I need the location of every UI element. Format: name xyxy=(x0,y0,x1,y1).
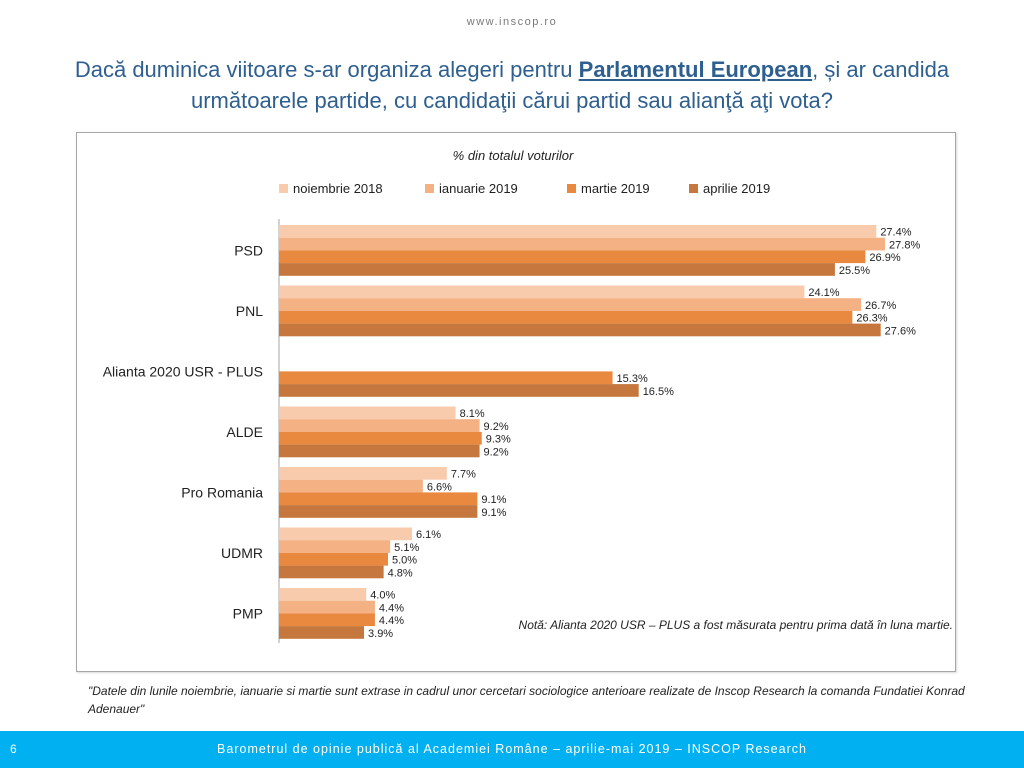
category-label: Alianta 2020 USR - PLUS xyxy=(103,363,263,379)
data-label: 8.1% xyxy=(460,408,485,420)
data-label: 27.4% xyxy=(880,227,911,239)
bar xyxy=(279,225,877,238)
chart-subtitle: % din totalul voturilor xyxy=(453,148,574,163)
bar xyxy=(279,371,613,385)
bar xyxy=(279,285,805,299)
legend-swatch xyxy=(425,184,434,193)
bar xyxy=(279,298,862,311)
bar xyxy=(279,250,866,264)
title-part1: Dacă duminica viitoare s-ar organiza ale… xyxy=(74,57,579,82)
data-label: 9.3% xyxy=(486,434,511,446)
data-label: 15.3% xyxy=(617,373,648,385)
data-label: 7.7% xyxy=(451,469,476,481)
bar xyxy=(279,323,881,337)
bar xyxy=(279,540,391,553)
data-label: 9.1% xyxy=(481,494,506,506)
footnote: "Datele din lunile noiembrie, ianuarie s… xyxy=(88,684,965,716)
title-part2: , și ar candida următoarele partide, cu … xyxy=(190,57,950,113)
data-label: 26.9% xyxy=(869,252,900,264)
legend-swatch xyxy=(689,184,698,193)
bar xyxy=(279,431,482,445)
data-label: 26.7% xyxy=(865,300,896,312)
chart-frame: % din totalul voturilor noiembrie 2018 ian… xyxy=(76,132,956,672)
data-label: 9.2% xyxy=(484,421,509,433)
data-label: 24.1% xyxy=(808,287,839,299)
bar xyxy=(279,263,835,276)
data-label: 3.9% xyxy=(368,628,393,640)
legend-label: noiembrie 2018 xyxy=(293,181,383,196)
category-label: ALDE xyxy=(226,424,263,440)
bar xyxy=(279,492,478,506)
category-label: PNL xyxy=(236,303,263,319)
data-label: 6.6% xyxy=(427,481,452,493)
data-label: 4.4% xyxy=(379,615,404,627)
data-label: 6.1% xyxy=(416,529,441,541)
data-label: 27.6% xyxy=(885,325,916,337)
title-emphasis: Parlamentul European xyxy=(578,57,813,82)
data-label: 4.8% xyxy=(388,567,413,579)
bar xyxy=(279,565,384,579)
data-label: 9.2% xyxy=(484,446,509,458)
bar xyxy=(279,444,480,458)
bar xyxy=(279,600,375,614)
bar xyxy=(279,479,423,493)
bar xyxy=(279,613,375,627)
bar xyxy=(279,467,447,480)
data-label: 4.0% xyxy=(370,590,395,602)
bar-chart: % din totalul voturilor noiembrie 2018 ian… xyxy=(103,148,953,643)
bar xyxy=(279,237,886,251)
category-label: PSD xyxy=(234,242,263,258)
data-label: 26.3% xyxy=(856,313,887,325)
bar xyxy=(279,527,412,541)
footer-bar: 6 Barometrul de opinie publică al Academ… xyxy=(0,731,1024,768)
legend-swatch xyxy=(567,184,576,193)
bar xyxy=(279,406,456,420)
page-number: 6 xyxy=(10,742,17,756)
bar xyxy=(279,505,478,518)
footer-text: Barometrul de opinie publică al Academie… xyxy=(217,742,807,756)
category-label: Pro Romania xyxy=(181,484,263,500)
chart-note: Notă: Alianta 2020 USR – PLUS a fost măs… xyxy=(519,618,953,632)
legend-label: aprilie 2019 xyxy=(703,181,770,196)
legend-swatch xyxy=(279,184,288,193)
data-label: 27.8% xyxy=(889,239,920,251)
bar xyxy=(279,552,388,566)
data-label: 5.1% xyxy=(394,542,419,554)
legend-label: ianuarie 2019 xyxy=(439,181,518,196)
data-label: 9.1% xyxy=(481,507,506,519)
data-label: 5.0% xyxy=(392,555,417,567)
bar xyxy=(279,384,639,397)
data-label: 25.5% xyxy=(839,265,870,277)
bar xyxy=(279,626,365,639)
bar xyxy=(279,310,853,324)
site-url: www.inscop.ro xyxy=(466,16,558,28)
bar xyxy=(279,419,480,432)
bar xyxy=(279,588,367,601)
category-label: UDMR xyxy=(221,545,263,561)
category-label: PMP xyxy=(233,605,263,621)
data-label: 16.5% xyxy=(643,386,674,398)
legend-label: martie 2019 xyxy=(581,181,650,196)
page-title: Dacă duminica viitoare s-ar organiza ale… xyxy=(60,54,964,116)
data-label: 4.4% xyxy=(379,602,404,614)
